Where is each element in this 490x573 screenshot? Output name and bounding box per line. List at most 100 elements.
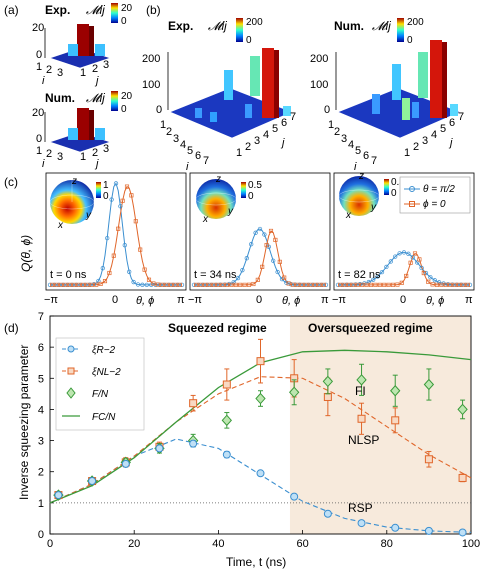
q-phi-point [124,184,130,189]
q-theta-point [118,204,123,209]
q-phi-point [85,282,90,287]
q-theta-point [249,242,254,247]
svg-text:θ, ϕ: θ, ϕ [282,295,300,307]
svg-text:1: 1 [36,61,42,73]
legend-nlsp: ξNL−2 [92,367,121,378]
svg-text:3: 3 [103,59,109,71]
svg-text:200: 200 [310,53,328,65]
q-theta-point [393,254,398,259]
q-phi-point [299,282,304,287]
svg-text:ϕ = 0: ϕ = 0 [423,199,446,210]
q-theta-point [74,282,79,288]
svg-text:1: 1 [80,151,86,163]
q-theta-point [271,258,276,263]
q-phi-point [382,282,387,287]
svg-text:100: 100 [310,79,328,91]
panel-a-cbar-top: 20 [121,3,133,14]
q-theta-point [401,250,407,255]
q-theta-point [288,282,293,287]
q-theta-point [61,282,66,288]
svg-text:100: 100 [142,79,160,91]
svg-text:0: 0 [156,104,162,116]
data-point [189,399,198,408]
panel-b-exp-matrix-symbol: 𝓜ij [208,19,227,33]
svg-text:200: 200 [246,17,263,28]
bloch-sphere-1: z y x 1 0 [49,176,109,231]
q-phi-curve [338,252,470,286]
data-point [424,455,433,464]
svg-text:3: 3 [173,133,179,145]
q-theta-point [384,264,389,270]
legend-fc: FC/N [92,412,116,423]
svg-text:7: 7 [203,155,209,167]
svg-text:0: 0 [248,191,254,202]
oversqueezed-shading [289,316,471,534]
panel-a-num-ticks: 1 2 3 1 2 3 i j [36,143,109,170]
q-theta-point [319,282,324,288]
q-phi-point [417,257,422,262]
q-phi-point [421,271,426,276]
q-phi-point [255,277,260,282]
panel-a-exp-ticks: 1 2 3 1 2 3 i j [36,59,109,87]
svg-text:3: 3 [341,133,347,145]
svg-text:j: j [280,137,285,149]
q-theta-point [428,275,433,280]
svg-text:0: 0 [112,294,118,306]
panel-a-num-colorbar [111,91,118,111]
squeezed-regime-label: Squeezed regime [168,321,267,335]
q-phi-point [399,280,404,285]
panel-b-exp-ticks: 1 2 3 4 5 6 7 1 2 3 4 5 6 7 i j [160,111,296,173]
svg-text:1: 1 [103,180,109,191]
q-theta-point [450,282,455,287]
q-phi-point [290,282,296,287]
q-phi-point [202,282,208,287]
q-phi-point [164,282,169,287]
data-point [423,378,435,391]
q-theta-point [56,282,61,288]
q-phi-point [168,282,174,287]
x-tick-label: 100 [462,538,480,550]
svg-text:i: i [42,75,45,87]
svg-text:z: z [215,174,221,185]
data-point [322,375,334,388]
svg-text:1: 1 [328,119,334,131]
panel-a-label: (a) [4,3,19,17]
q-phi-point [304,282,309,287]
panel-c-frame-2 [189,172,331,291]
q-theta-point [209,282,214,288]
panel-c-frame-1 [45,172,187,291]
data-point [256,469,265,478]
panel-b: (b) Exp. 𝓜ij 200 0 200 100 0 1 2 3 4 5 6 [142,3,464,173]
q-phi-point [308,282,313,287]
q-theta-point [275,269,280,275]
panel-a-num-label: Num. [45,91,75,105]
svg-text:2: 2 [166,126,172,138]
data-point [458,473,467,482]
panel-a-exp-bars [68,24,105,56]
q-theta-point [463,282,468,287]
q-theta-point [122,243,127,248]
data-point [289,386,300,399]
q-theta-point [200,282,205,288]
q-phi-point [321,282,326,287]
bloch-sphere-3: z y x 0.3 0 [338,171,405,221]
q-phi-point [198,282,203,287]
x-tick-label: 0 [47,538,53,550]
svg-text:−π: −π [332,294,346,306]
data-point [390,384,401,397]
svg-text:π: π [321,294,329,306]
panel-b-label: (b) [146,3,161,17]
panel-c-time-1: t = 0 ns [50,269,87,281]
svg-text:0: 0 [36,133,42,145]
q-theta-point [179,282,185,288]
svg-text:i: i [42,158,45,170]
q-theta-point [415,260,420,265]
q-phi-point [355,282,360,287]
q-phi-point [129,193,134,198]
q-phi-point [452,282,457,287]
q-phi-point [268,228,274,233]
q-theta-point [253,230,258,235]
svg-text:y: y [85,210,92,221]
series-line-nlsp-theory [49,376,472,504]
